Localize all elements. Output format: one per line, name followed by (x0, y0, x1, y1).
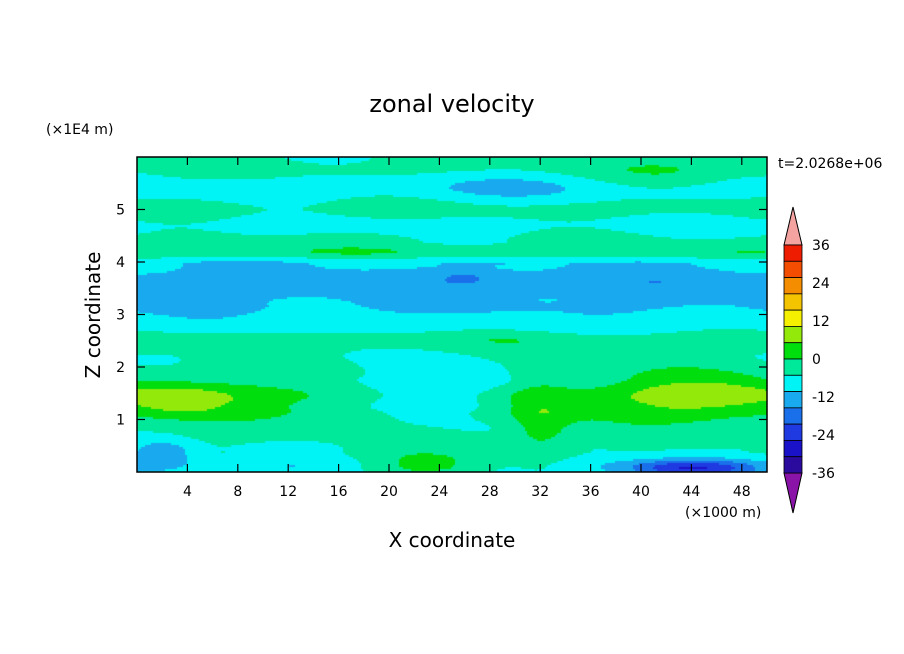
colorbar-box (783, 374, 803, 392)
x-tick-label: 4 (183, 484, 192, 500)
colorbar-box (783, 277, 803, 295)
colorbar-box (783, 440, 803, 458)
y-tick-label: 4 (116, 255, 125, 271)
colorbar-box (783, 244, 803, 262)
x-unit-label: (×1000 m) (685, 505, 761, 521)
x-tick-label: 36 (582, 484, 600, 500)
y-axis-label: Z coordinate (81, 252, 105, 379)
x-tick-label: 8 (233, 484, 242, 500)
colorbar-box (783, 260, 803, 278)
contour-field (137, 157, 767, 472)
colorbar-tick-label: 24 (812, 276, 830, 292)
y-axis: 1 2 3 4 5 (116, 203, 767, 429)
x-tick-label: 20 (380, 484, 398, 500)
x-axis-label: X coordinate (389, 528, 516, 552)
chart-title: zonal velocity (369, 90, 534, 118)
y-unit-label: (×1E4 m) (46, 122, 113, 138)
colorbar-tick-label: -12 (812, 390, 835, 406)
x-tick-label: 48 (733, 484, 751, 500)
colorbar-box (783, 342, 803, 360)
colorbar-box (783, 293, 803, 311)
x-tick-label: 40 (632, 484, 650, 500)
x-axis: 4 8 12 16 20 24 28 32 36 40 44 48 (183, 157, 751, 500)
colorbar-box (783, 309, 803, 327)
colorbar-tick-label: -24 (812, 428, 835, 444)
y-tick-label: 2 (116, 360, 125, 376)
colorbar-box (783, 407, 803, 425)
colorbar-box (783, 423, 803, 441)
colorbar-tick-label: 36 (812, 238, 830, 254)
x-tick-label: 32 (531, 484, 549, 500)
colorbar-under-triangle (783, 472, 803, 514)
colorbar-box (783, 358, 803, 376)
colorbar-box (783, 391, 803, 409)
colorbar-tick-label: -36 (812, 466, 835, 482)
time-label: t=2.0268e+06 (778, 156, 882, 172)
y-tick-label: 3 (116, 308, 125, 324)
colorbar-box (783, 456, 803, 474)
colorbar-over-triangle (783, 206, 803, 246)
x-tick-label: 28 (481, 484, 499, 500)
x-tick-label: 44 (682, 484, 700, 500)
colorbar-tick-label: 12 (812, 314, 830, 330)
x-tick-label: 24 (430, 484, 448, 500)
x-tick-label: 12 (279, 484, 297, 500)
x-tick-label: 16 (330, 484, 348, 500)
colorbar-tick-label: 0 (812, 352, 821, 368)
colorbar-box (783, 326, 803, 344)
colorbar: 36 24 12 0 -12 -24 -36 (783, 206, 835, 514)
contour-plot-area (136, 156, 768, 473)
y-tick-label: 5 (116, 203, 125, 219)
y-tick-label: 1 (116, 413, 125, 429)
